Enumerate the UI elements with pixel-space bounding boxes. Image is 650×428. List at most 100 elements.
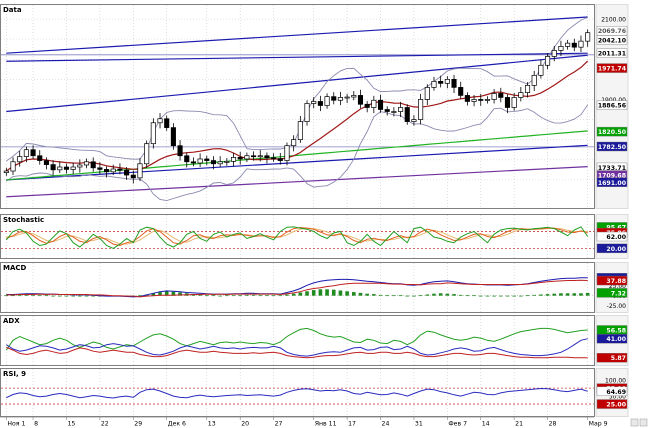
- macd-histogram-bar: [318, 289, 323, 296]
- candle-body: [130, 174, 136, 179]
- candle-body: [17, 156, 23, 163]
- macd-histogram-bar: [84, 295, 89, 297]
- candle-body: [210, 160, 217, 165]
- value-tag-text: 7.32: [611, 290, 626, 297]
- x-tick-label: 27: [275, 421, 283, 428]
- candle-body: [224, 161, 230, 163]
- x-tick-label: 31: [415, 421, 423, 428]
- candle-body: [244, 155, 250, 160]
- rsi-line: [6, 387, 588, 399]
- candle-body: [124, 169, 130, 176]
- x-tick-label: 28: [549, 421, 557, 428]
- x-tick-label: 22: [101, 421, 109, 428]
- candle-body: [451, 78, 457, 88]
- adx-line: [5, 327, 588, 351]
- tick-label: 100.00: [605, 378, 626, 385]
- value-tag-text: 1709.68: [598, 173, 626, 180]
- macd-histogram-bar: [57, 295, 62, 297]
- x-tick-label: 13: [208, 421, 216, 428]
- value-tag-text: 2042.10: [598, 37, 627, 44]
- candle-body: [264, 155, 270, 159]
- value-tag: [596, 177, 628, 187]
- candle-body: [157, 118, 163, 124]
- value-tag: [596, 288, 628, 298]
- macd-histogram-bar: [11, 295, 15, 297]
- macd-histogram-bar: [478, 295, 483, 297]
- candle-body: [337, 97, 343, 101]
- candle-body: [504, 97, 511, 108]
- macd-histogram-bar: [278, 295, 283, 297]
- macd-histogram-bar: [178, 292, 182, 296]
- macd-histogram-bar: [472, 295, 476, 297]
- ma-20-line: [5, 60, 589, 172]
- macd-histogram-bar: [4, 295, 9, 297]
- candle-body: [471, 99, 477, 102]
- panel-macd: MACD50.0025.000.00-25.0045.2537.887.32: [0, 262, 629, 313]
- candle-body: [384, 109, 390, 112]
- candle-body: [538, 64, 544, 76]
- candle-body: [10, 161, 16, 172]
- tick-label: 25.00: [609, 283, 626, 290]
- panel-label: RSI, 9: [3, 370, 26, 378]
- candle-body: [311, 101, 317, 104]
- macd-histogram-bar: [78, 295, 82, 297]
- value-tag-text: 20.00: [606, 246, 626, 253]
- candle-body: [351, 95, 357, 98]
- macd-histogram-bar: [545, 294, 550, 296]
- macd-histogram-bar: [325, 289, 329, 296]
- candle-body: [170, 127, 176, 147]
- x-tick-label: 14: [482, 421, 490, 428]
- candle-body: [317, 101, 323, 106]
- macd-histogram-bar: [378, 294, 383, 296]
- candle-body: [545, 56, 551, 66]
- candle-body: [585, 32, 591, 42]
- value-tag-text: 56.58: [606, 327, 626, 334]
- panel-adx: ADX 56.58 41.00 5.87: [0, 315, 629, 366]
- macd-histogram-bar: [71, 295, 75, 297]
- candle-body: [77, 164, 83, 168]
- candle-body: [184, 155, 190, 163]
- macd-histogram-bar: [405, 295, 410, 297]
- candle-body: [324, 96, 330, 106]
- x-tick-label: 21: [515, 421, 523, 428]
- value-tag: [596, 333, 628, 344]
- value-tag: [596, 399, 628, 409]
- candle-body: [23, 149, 29, 157]
- candle-body: [230, 157, 237, 162]
- candle-body: [177, 145, 183, 157]
- candle-body: [110, 168, 116, 173]
- macd-histogram-bar: [151, 293, 156, 296]
- macd-histogram-bar: [251, 294, 256, 296]
- value-tag-text: 2069.76: [598, 28, 626, 35]
- trend-line: [6, 52, 588, 62]
- macd-histogram-bar: [418, 295, 423, 297]
- macd-histogram-bar: [271, 295, 276, 297]
- candle-body: [271, 157, 277, 160]
- candle-body: [97, 167, 103, 170]
- candle-body: [565, 42, 571, 47]
- candle-body: [344, 96, 350, 99]
- bollinger-upper: [6, 16, 588, 162]
- x-tick-label: 15: [67, 421, 75, 428]
- macd-histogram-bar: [138, 295, 142, 297]
- candle-body: [237, 157, 243, 160]
- macd-histogram-bar: [559, 293, 563, 296]
- trend-line: [6, 16, 588, 54]
- candle-body: [164, 118, 170, 128]
- value-tag-text: 1820.50: [598, 129, 627, 136]
- x-tick-label: 17: [348, 421, 356, 428]
- macd-histogram-bar: [579, 293, 583, 296]
- candle-body: [364, 103, 370, 108]
- macd-histogram-bar: [211, 295, 216, 297]
- value-tag-text: 1733.71: [598, 165, 626, 172]
- candle-body: [478, 99, 484, 101]
- candle-body: [438, 81, 444, 84]
- candle-body: [458, 87, 464, 96]
- value-tag: [596, 63, 628, 73]
- candle-body: [197, 158, 203, 164]
- macd-histogram-bar: [565, 293, 570, 296]
